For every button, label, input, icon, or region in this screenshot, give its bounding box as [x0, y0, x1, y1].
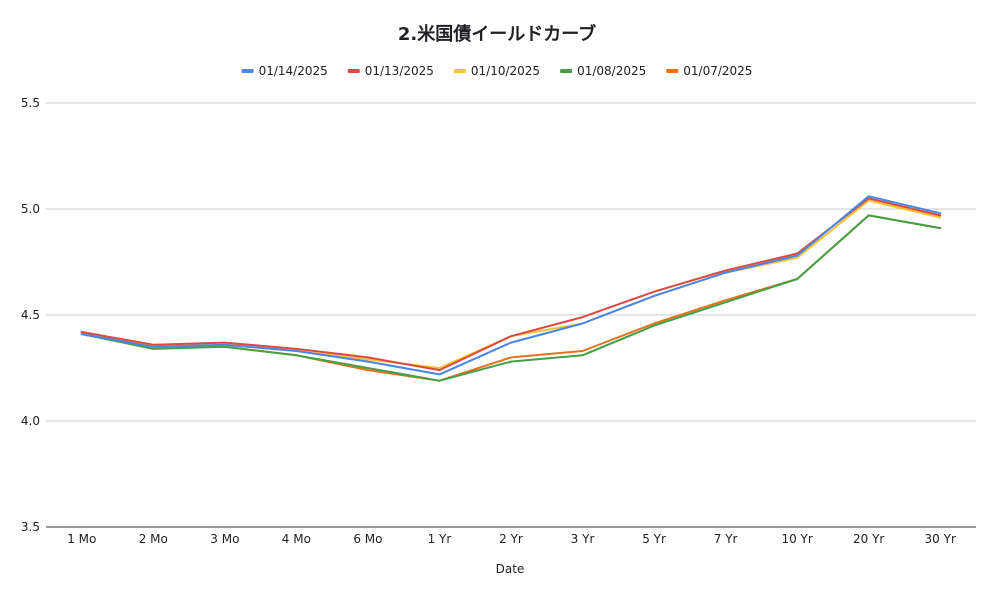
legend-item: 01/10/2025 [453, 64, 540, 78]
grid [46, 102, 976, 528]
x-tick-label: 4 Mo [282, 532, 311, 546]
legend-label: 01/13/2025 [365, 64, 434, 78]
x-tick-label: 6 Mo [353, 532, 382, 546]
legend-swatch [560, 69, 573, 73]
legend-label: 01/07/2025 [683, 64, 752, 78]
x-tick-label: 1 Mo [67, 532, 96, 546]
legend-swatch [347, 69, 360, 73]
legend-item: 01/14/2025 [241, 64, 328, 78]
x-tick-label: 10 Yr [781, 532, 812, 546]
series-line-01-08-2025 [80, 214, 942, 382]
y-tick-label: 5.0 [21, 202, 40, 216]
chart-title: 2.米国債イールドカーブ [398, 23, 596, 45]
x-tick-label: 7 Yr [714, 532, 738, 546]
legend-label: 01/14/2025 [259, 64, 328, 78]
legend-label: 01/10/2025 [471, 64, 540, 78]
series-line-01-14-2025 [80, 195, 942, 376]
legend-swatch [453, 69, 466, 73]
x-tick-label: 5 Yr [642, 532, 666, 546]
legend-item: 01/13/2025 [347, 64, 434, 78]
series-line-01-07-2025 [80, 214, 942, 382]
x-axis-title: Date [496, 562, 525, 576]
legend-item: 01/07/2025 [666, 64, 752, 78]
x-tick-label: 3 Mo [210, 532, 239, 546]
legend-swatch [666, 69, 679, 73]
x-tick-label: 30 Yr [925, 532, 956, 546]
x-axis: 1 Mo 2 Mo 3 Mo 4 Mo 6 Mo 1 Yr 2 Yr 3 Yr 5 Yr 7 Yr… [67, 532, 956, 546]
x-tick-label: 1 Yr [428, 532, 452, 546]
series-group [80, 195, 942, 382]
y-tick-label: 3.5 [21, 520, 40, 534]
x-tick-label: 20 Yr [853, 532, 884, 546]
legend: 01/14/2025 01/13/2025 01/10/2025 01/08/2025… [241, 64, 752, 78]
series-line-01-13-2025 [80, 197, 942, 372]
x-tick-label: 3 Yr [571, 532, 595, 546]
y-axis: 3.5 4.0 4.5 5.0 5.5 [21, 96, 40, 534]
y-tick-label: 5.5 [21, 96, 40, 110]
y-tick-label: 4.5 [21, 308, 40, 322]
x-tick-label: 2 Mo [139, 532, 168, 546]
legend-swatch [241, 69, 254, 73]
legend-item: 01/08/2025 [560, 64, 646, 78]
x-tick-label: 2 Yr [499, 532, 523, 546]
y-tick-label: 4.0 [21, 414, 40, 428]
legend-label: 01/08/2025 [577, 64, 646, 78]
